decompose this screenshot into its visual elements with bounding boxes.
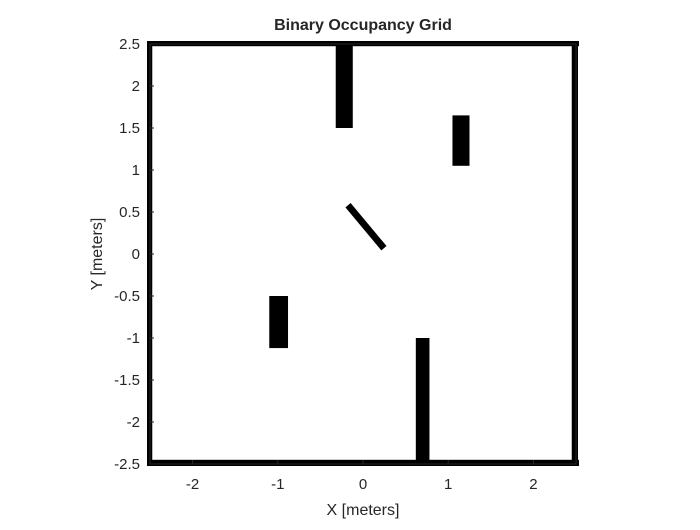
x-axis-label: X [meters] xyxy=(327,502,400,519)
y-tick-label: -2.5 xyxy=(114,456,140,473)
chart-title: Binary Occupancy Grid xyxy=(274,17,452,34)
upper-right-block xyxy=(452,115,470,166)
x-axis-ticks: -2 -1 0 1 2 xyxy=(186,460,538,493)
y-tick-label: 0.5 xyxy=(119,204,140,221)
x-tick-label: -1 xyxy=(271,476,284,493)
bottom-pillar xyxy=(415,338,430,464)
y-tick-label: 2.5 xyxy=(119,36,140,53)
y-tick-label: 1.5 xyxy=(119,120,140,137)
y-tick-label: 2 xyxy=(132,78,140,95)
y-tick-label: -0.5 xyxy=(114,288,140,305)
y-tick-label: -2 xyxy=(127,414,140,431)
y-tick-label: 0 xyxy=(132,246,140,263)
x-tick-label: 0 xyxy=(359,476,367,493)
plot-area xyxy=(150,44,576,464)
y-tick-label: -1.5 xyxy=(114,372,140,389)
y-axis-ticks: 2.5 2 1.5 1 0.5 0 -0.5 -1 -1.5 -2 -2.5 xyxy=(114,36,154,473)
y-axis-label: Y [meters] xyxy=(89,218,106,291)
right-wall xyxy=(571,44,578,464)
x-tick-label: -2 xyxy=(186,476,199,493)
y-tick-label: -1 xyxy=(127,330,140,347)
top-pillar xyxy=(335,44,353,128)
x-tick-label: 2 xyxy=(529,476,537,493)
diagonal-bar xyxy=(345,202,387,251)
left-block xyxy=(269,296,289,349)
y-tick-label: 1 xyxy=(132,162,140,179)
x-tick-label: 1 xyxy=(444,476,452,493)
